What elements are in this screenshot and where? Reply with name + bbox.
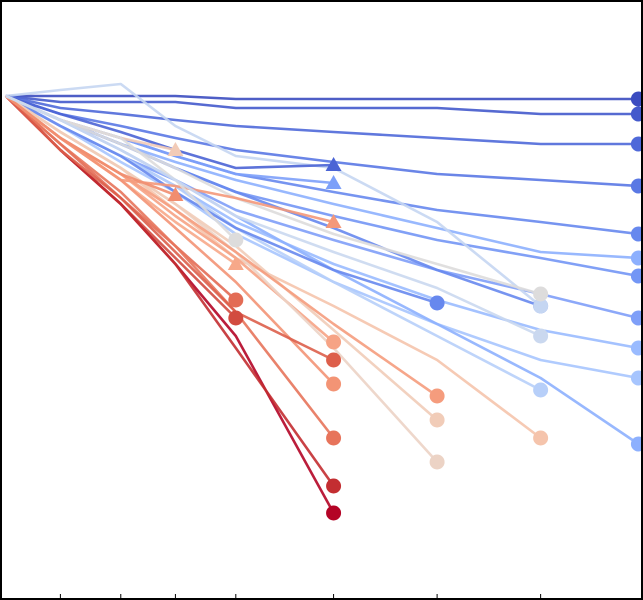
end-marker — [167, 187, 184, 201]
end-marker — [325, 175, 342, 189]
end-marker — [228, 292, 244, 308]
end-marker — [630, 91, 643, 107]
end-marker — [630, 268, 643, 284]
end-marker — [325, 214, 342, 228]
series-line — [5, 94, 334, 170]
end-marker — [630, 136, 643, 152]
end-marker — [533, 286, 549, 302]
end-marker — [630, 226, 643, 242]
series-line — [5, 94, 542, 338]
end-marker — [630, 310, 643, 326]
series-line — [4, 95, 335, 362]
end-marker — [326, 505, 342, 521]
end-marker — [630, 178, 643, 194]
end-marker — [325, 157, 342, 171]
end-marker — [227, 256, 244, 270]
end-marker — [429, 454, 445, 470]
end-marker — [533, 430, 549, 446]
end-marker — [326, 334, 342, 350]
markers — [167, 91, 643, 521]
end-marker — [429, 412, 445, 428]
end-marker — [630, 436, 643, 452]
end-marker — [167, 142, 184, 156]
end-marker — [630, 106, 643, 122]
end-marker — [326, 352, 342, 368]
series-line — [5, 94, 438, 421]
end-marker — [228, 310, 244, 326]
end-marker — [533, 298, 549, 314]
end-marker — [533, 328, 549, 344]
series-line — [5, 94, 639, 146]
end-marker — [429, 388, 445, 404]
end-marker — [630, 370, 643, 386]
end-marker — [630, 250, 643, 266]
end-marker — [326, 376, 342, 392]
series-line — [5, 94, 639, 116]
end-marker — [429, 295, 445, 311]
end-marker — [326, 430, 342, 446]
series-line — [5, 94, 176, 197]
series-line — [5, 94, 639, 188]
end-marker — [228, 232, 244, 248]
end-marker — [630, 340, 643, 356]
series-line — [5, 82, 542, 308]
series-line — [5, 94, 639, 101]
end-marker — [533, 382, 549, 398]
series-line — [4, 95, 335, 439]
end-marker — [326, 478, 342, 494]
